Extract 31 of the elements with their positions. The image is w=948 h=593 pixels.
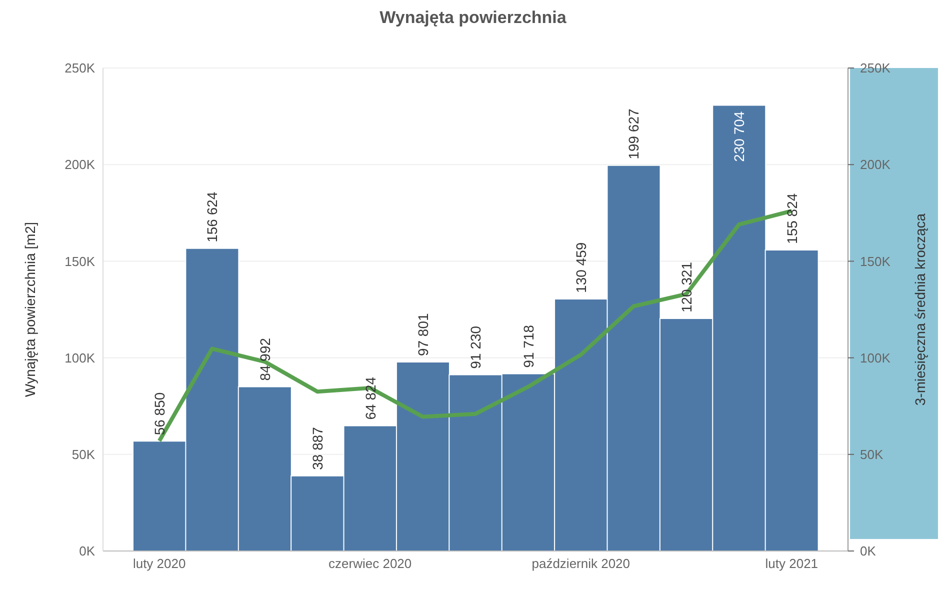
y2-tick-label: 0K [860,544,876,559]
y2-tick-label: 50K [860,447,884,462]
x-tick-label: październik 2020 [532,556,630,572]
data-label: 91 718 [520,324,536,368]
y-tick-label: 50K [72,447,96,462]
y-tick-label: 150K [64,254,96,269]
data-label: 38 887 [310,426,326,470]
data-label: 199 627 [626,108,642,160]
data-label: 97 801 [414,313,431,356]
y-tick-label: 100K [64,350,96,366]
y2-axis-title: 3-miesięczna średnia krocząca [912,213,928,406]
data-label: 155 824 [784,193,800,244]
x-tick-label: luty 2020 [132,556,186,572]
y-axis-title: Wynajęta powierzchnia [m2] [22,222,38,397]
y2-tick-label: 100K [860,350,891,366]
data-label: 84 992 [256,338,273,381]
data-label: 230 704 [731,111,748,162]
y-tick-label: 250K [64,60,96,76]
data-label: 91 230 [468,326,484,369]
data-label: 64 824 [362,376,378,420]
data-label: 130 459 [573,242,590,293]
data-label: 156 624 [204,192,220,242]
x-tick-label: luty 2021 [765,556,818,572]
y2-tick-label: 150K [860,254,891,269]
x-tick-label: czerwiec 2020 [328,556,412,572]
y-tick-label: 200K [64,157,96,172]
y2-tick-label: 200K [860,157,891,172]
y-tick-label: 0K [79,544,96,559]
data-label: 56 850 [152,392,168,436]
data-label: 120 321 [678,262,694,313]
chart-title: Wynajęta powierzchnia [378,8,568,29]
